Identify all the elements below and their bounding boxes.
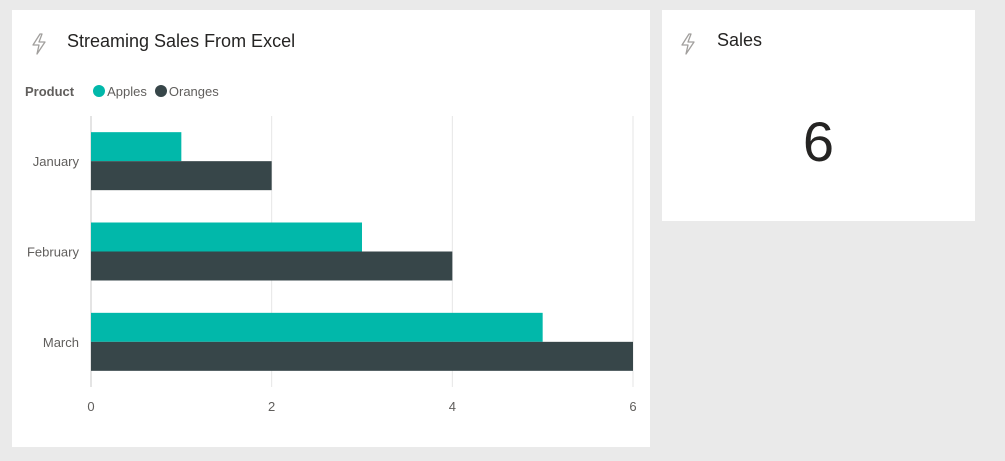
tile-title: Streaming Sales From Excel [67,31,296,51]
legend-label-oranges: Oranges [168,83,219,99]
tile-title: Sales [717,30,763,50]
streaming-sales-tile[interactable]: Streaming Sales From Excel Product Apple… [12,10,650,447]
bar-oranges-january [91,161,272,191]
bar-apples-january [91,132,182,162]
x-tick-label: 6 [629,399,636,414]
bar-oranges-march [91,341,633,371]
legend-item-oranges[interactable]: Oranges [154,83,219,99]
legend-label-apples: Apples [107,83,147,99]
x-tick-label: 4 [449,399,456,414]
bar-oranges-february [91,251,453,281]
legend-dot-apples [93,85,106,97]
bar-chart: January February March 0 2 4 6 [27,116,637,414]
lightning-icon [681,33,695,55]
legend-dot-oranges [154,85,167,97]
chart-legend: Product Apples Oranges [25,82,227,100]
sales-card-tile[interactable]: Sales 6 [662,10,975,221]
y-tick-label: January [33,154,80,169]
card-value: 6 [802,110,835,173]
legend-title: Product [25,83,75,99]
y-tick-label: February [27,245,80,260]
bar-apples-february [91,222,362,252]
x-tick-label: 0 [87,399,94,414]
lightning-icon [32,33,46,55]
y-tick-label: March [43,335,79,350]
legend-item-apples[interactable]: Apples [93,84,147,99]
bar-apples-march [91,312,543,342]
x-tick-label: 2 [268,399,275,414]
